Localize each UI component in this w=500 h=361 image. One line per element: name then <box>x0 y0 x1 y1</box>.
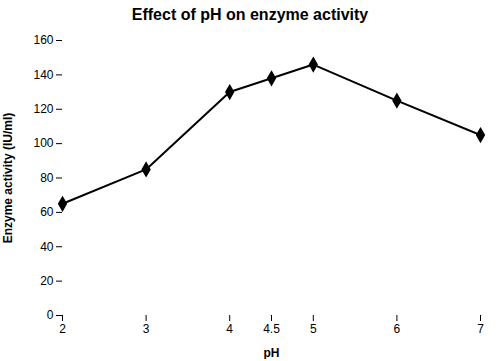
svg-text:pH: pH <box>264 346 280 360</box>
svg-text:0: 0 <box>47 308 54 322</box>
svg-text:5: 5 <box>310 322 317 336</box>
svg-text:4.5: 4.5 <box>263 322 280 336</box>
svg-text:100: 100 <box>33 136 53 150</box>
svg-text:60: 60 <box>40 205 54 219</box>
svg-text:120: 120 <box>33 102 53 116</box>
svg-text:40: 40 <box>40 240 54 254</box>
svg-text:6: 6 <box>394 322 401 336</box>
svg-text:20: 20 <box>40 274 54 288</box>
svg-text:2: 2 <box>59 322 66 336</box>
svg-text:3: 3 <box>143 322 150 336</box>
svg-text:80: 80 <box>40 171 54 185</box>
svg-text:140: 140 <box>33 68 53 82</box>
svg-text:4: 4 <box>226 322 233 336</box>
html-text:Effect of pH on enzyme activit: Effect of pH on enzyme activity <box>131 6 369 23</box>
svg-text:Enzyme activity (IU/ml): Enzyme activity (IU/ml) <box>1 113 15 244</box>
svg-text:7: 7 <box>477 322 484 336</box>
svg-text:160: 160 <box>33 33 53 47</box>
